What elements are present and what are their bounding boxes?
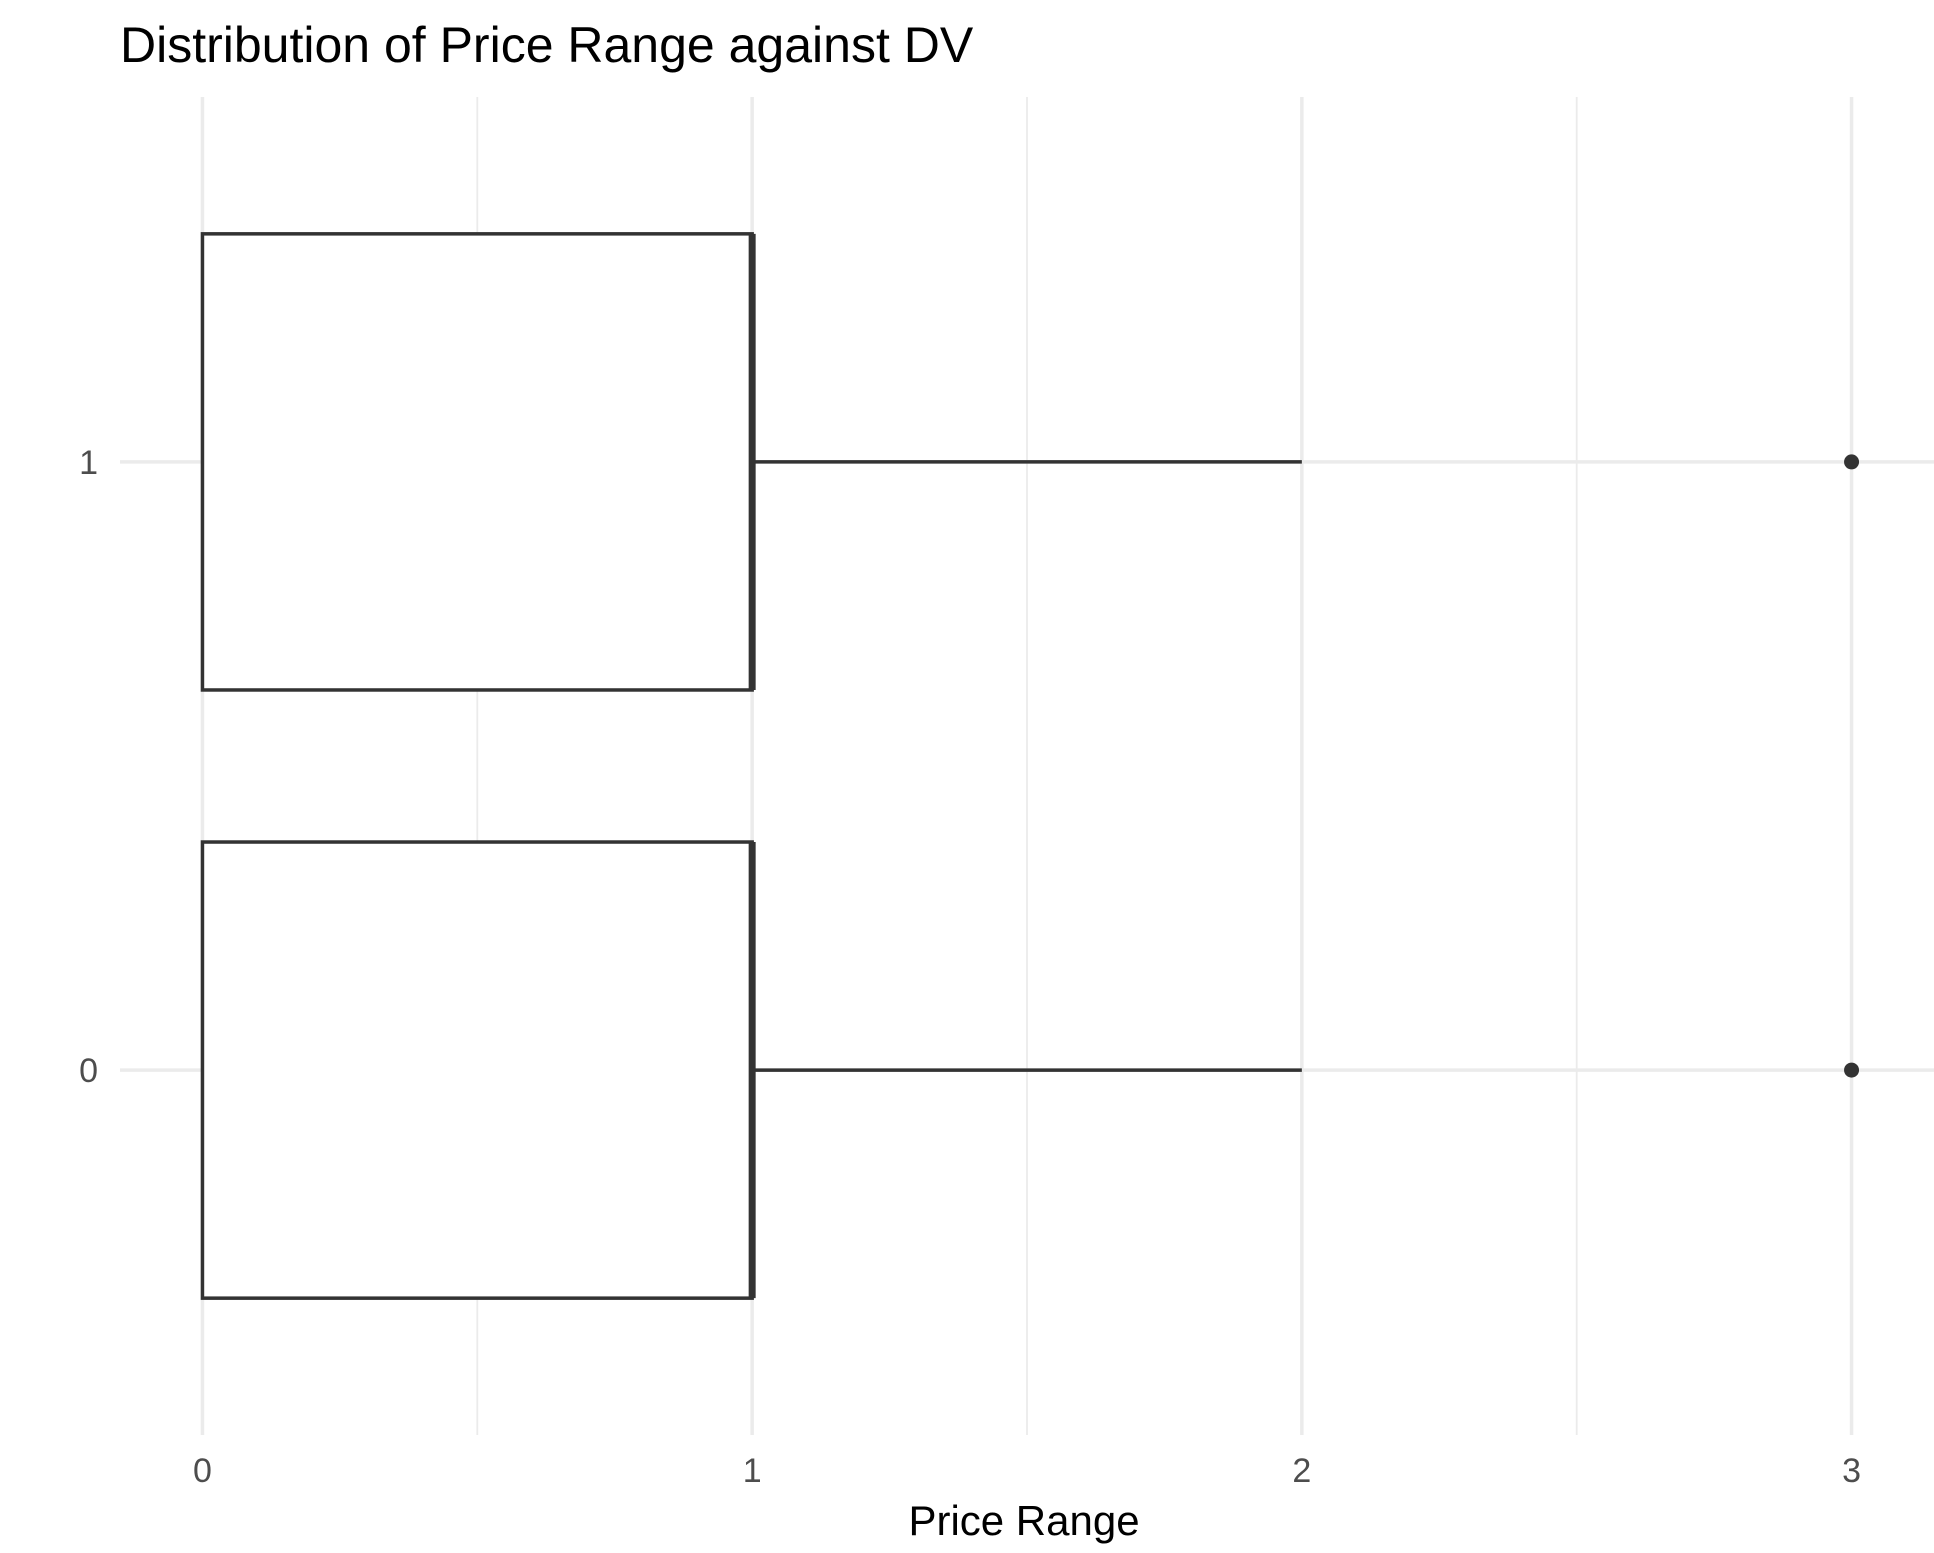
chart-title: Distribution of Price Range against DV — [120, 17, 974, 73]
y-tick-label: 1 — [79, 444, 98, 482]
x-axis-title: Price Range — [908, 1497, 1139, 1544]
x-tick-label: 3 — [1842, 1452, 1861, 1490]
box-iqr — [200, 232, 754, 692]
box-iqr — [200, 840, 754, 1300]
y-tick-label: 0 — [79, 1052, 98, 1090]
box-category-0 — [200, 840, 1860, 1300]
boxplot-series — [200, 232, 1860, 1300]
box-category-1 — [200, 232, 1860, 692]
x-tick-label: 0 — [193, 1452, 212, 1490]
outlier-point — [1844, 1062, 1860, 1078]
x-tick-label: 1 — [743, 1452, 762, 1490]
outlier-point — [1844, 454, 1860, 470]
x-tick-label: 2 — [1292, 1452, 1311, 1490]
axis-ticks: 0 1 2 3 0 1 — [79, 444, 1861, 1490]
